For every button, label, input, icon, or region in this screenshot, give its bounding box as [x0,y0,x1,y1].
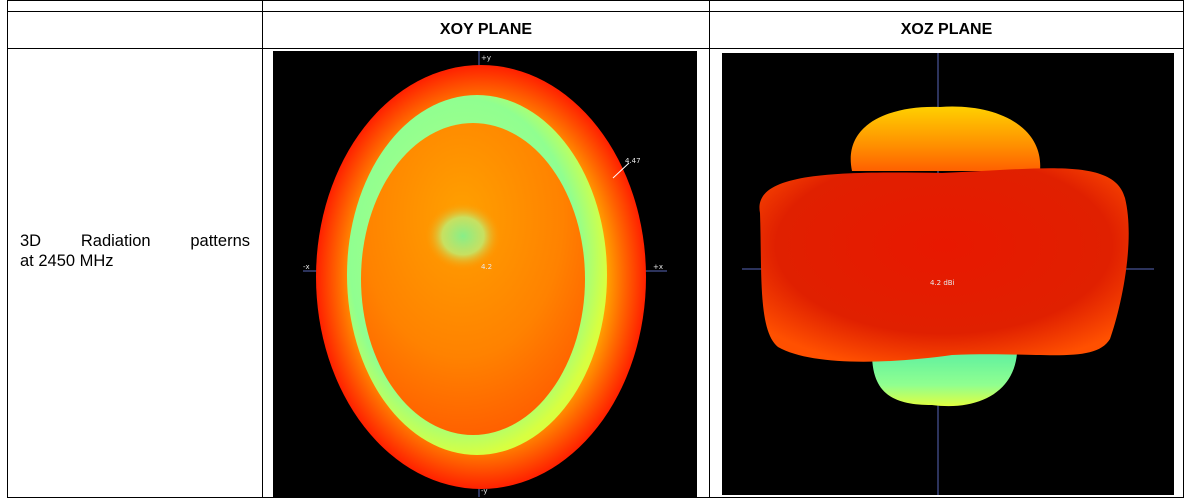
center-spot [425,202,501,270]
spacer-cell [7,0,263,12]
axis-label-right: +x [653,263,663,271]
xoz-pattern-image: 4.2 dBi [722,53,1174,495]
row-label-line1: 3D Radiation patterns [20,231,250,251]
xoy-cell: +y -y -x +x 4.47 4.2 [262,48,710,498]
top-spacer-row [7,0,1184,12]
xoz-pattern-svg: 4.2 dBi [742,53,1154,495]
row-label-word: patterns [190,232,250,250]
row-label-word: Radiation [80,232,151,250]
center-mark: 4.2 [481,263,492,271]
inner-lobe [361,123,585,435]
axis-label-bottom: -y [481,487,488,495]
readout-label: 4.47 [625,157,641,165]
xoy-pattern-image: +y -y -x +x 4.47 4.2 [273,51,697,497]
axis-label-left: -x [303,263,310,271]
spacer-cell [262,0,710,12]
spacer-cell [709,0,1184,12]
center-mark: 4.2 dBi [930,279,955,287]
readout-pointer [612,162,630,179]
empty-header-cell [7,11,263,49]
xoy-pattern-svg: +y -y -x +x 4.47 4.2 [303,51,667,497]
row-label-cell: 3D Radiation patterns at 2450 MHz [7,48,263,498]
row-label: 3D Radiation patterns at 2450 MHz [8,231,262,271]
bottom-lobe [872,353,1017,407]
pattern-row: 3D Radiation patterns at 2450 MHz [7,48,1184,498]
xoz-header: XOZ PLANE [709,11,1184,49]
top-lobe [850,106,1041,171]
header-row: XOY PLANE XOZ PLANE [7,11,1184,49]
xoy-header: XOY PLANE [262,11,710,49]
xoz-cell: 4.2 dBi [709,48,1184,498]
main-lobe [759,168,1129,362]
radiation-table: XOY PLANE XOZ PLANE 3D Radiation pattern… [7,0,1184,498]
axis-label-top: +y [481,54,491,62]
row-label-word: 3D [20,232,42,250]
row-label-line2: at 2450 MHz [20,252,114,270]
